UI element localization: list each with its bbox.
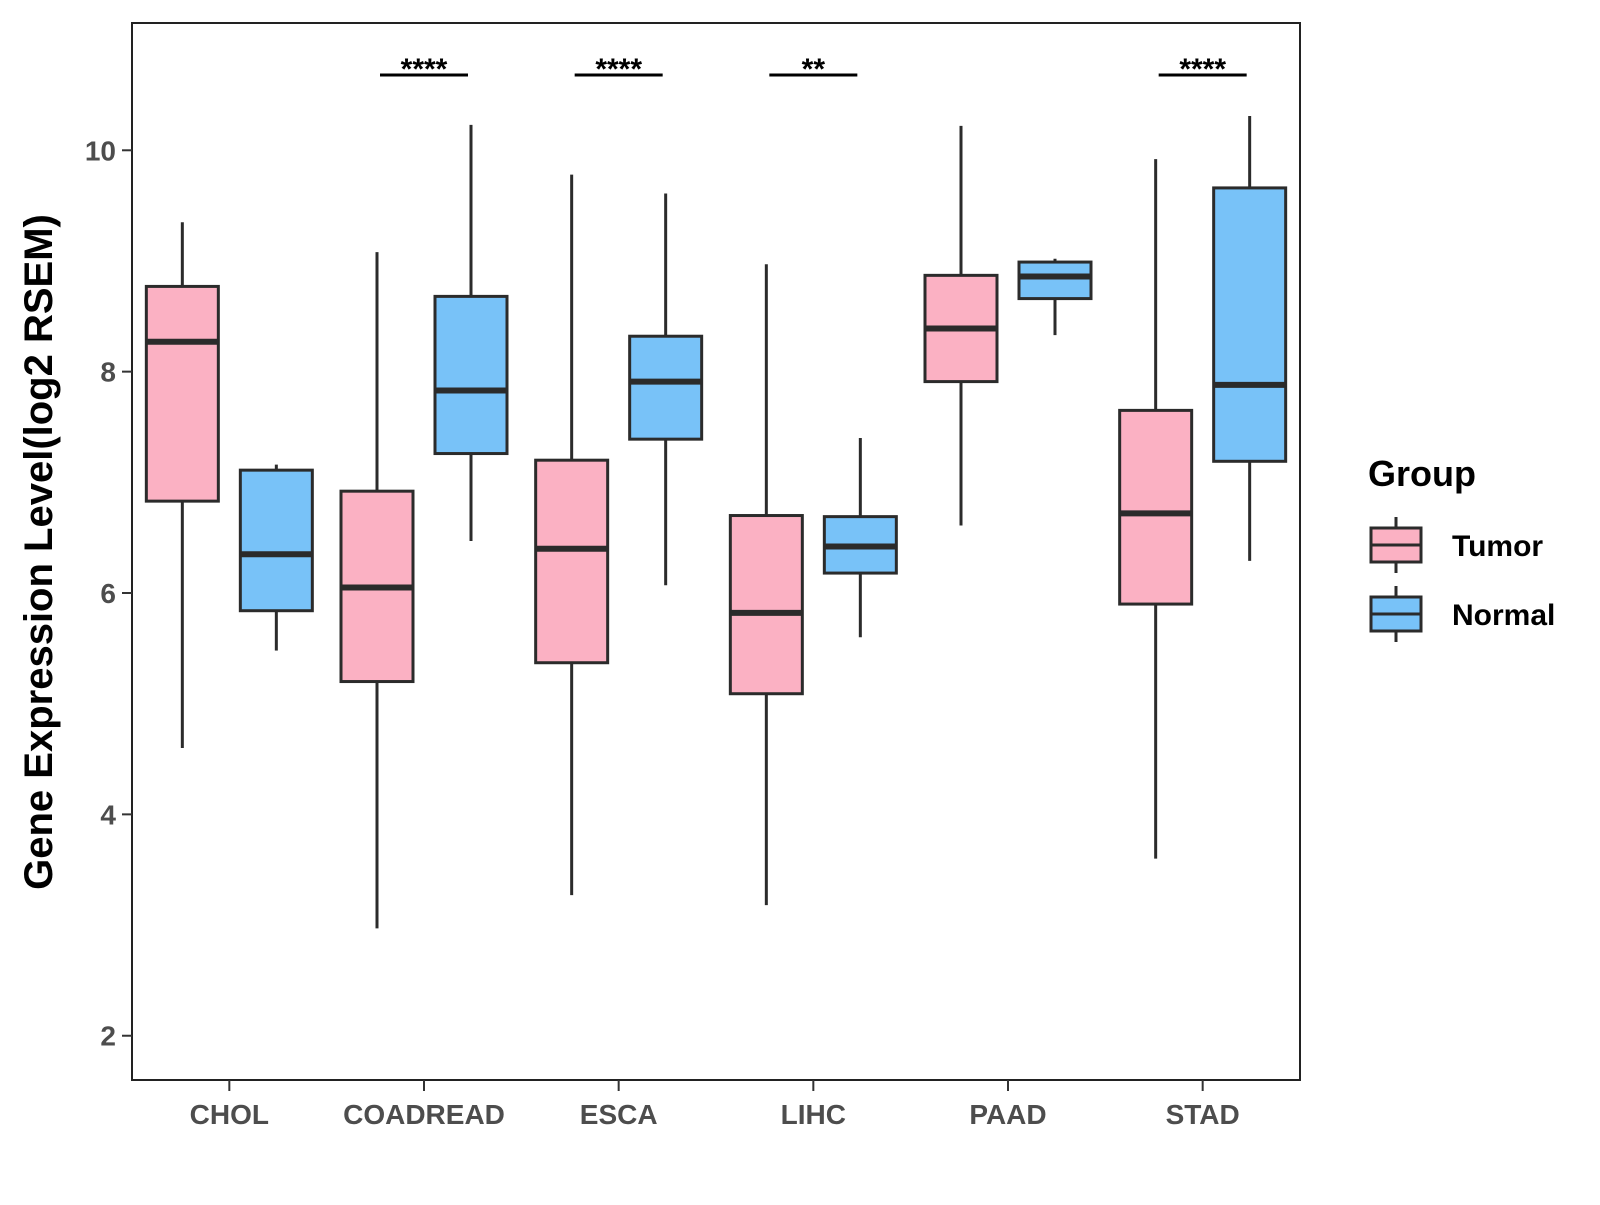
y-axis: 2 4 6 8 10: [85, 135, 132, 1052]
box-layer: [144, 115, 1288, 929]
box-body-tumor-lihc: [728, 514, 804, 696]
box-body-tumor-esca: [534, 458, 610, 665]
box-normal-coadread: [433, 124, 509, 541]
box-tumor-paad: [923, 125, 999, 526]
y-tick-label-10: 10: [85, 135, 116, 166]
box-normal-esca: [628, 193, 704, 586]
x-tick-label-esca: ESCA: [580, 1099, 658, 1130]
legend-label-normal: Normal: [1452, 599, 1555, 632]
plot-panel-border: [131, 22, 1301, 1081]
box-tumor-lihc: [728, 264, 804, 906]
box-body-normal-esca: [628, 334, 704, 441]
x-tick-label-lihc: LIHC: [781, 1099, 846, 1130]
box-body-tumor-chol: [144, 284, 220, 503]
box-tumor-stad: [1118, 159, 1194, 859]
box-tumor-chol: [144, 222, 220, 748]
y-tick-label-4: 4: [100, 799, 116, 830]
y-tick-label-6: 6: [100, 578, 116, 609]
box-normal-lihc: [822, 438, 898, 638]
box-body-normal-stad: [1212, 186, 1288, 463]
significance-layer: **** **** ** ****: [380, 53, 1247, 86]
box-normal-chol: [238, 464, 314, 651]
box-body-normal-coadread: [433, 294, 509, 456]
y-tick-label-2: 2: [100, 1021, 116, 1052]
y-axis-title: Gene Expression Level(log2 RSEM): [17, 214, 61, 890]
x-tick-label-paad: PAAD: [969, 1099, 1046, 1130]
box-normal-paad: [1017, 258, 1093, 336]
box-normal-stad: [1212, 115, 1288, 561]
box-tumor-coadread: [339, 252, 415, 929]
sig-label-lihc: **: [802, 53, 826, 86]
box-tumor-esca: [534, 174, 610, 896]
legend: Group Tumor Normal: [1368, 453, 1555, 642]
sig-label-stad: ****: [1179, 53, 1226, 86]
x-tick-label-chol: CHOL: [190, 1099, 269, 1130]
sig-label-esca: ****: [595, 53, 642, 86]
legend-title: Group: [1368, 453, 1476, 494]
legend-label-tumor: Tumor: [1452, 530, 1543, 563]
y-tick-label-8: 8: [100, 357, 116, 388]
box-body-tumor-stad: [1118, 408, 1194, 606]
sig-label-coadread: ****: [401, 53, 448, 86]
box-body-normal-chol: [238, 468, 314, 613]
x-tick-label-coadread: COADREAD: [343, 1099, 505, 1130]
x-tick-label-stad: STAD: [1166, 1099, 1240, 1130]
box-body-normal-paad: [1017, 260, 1093, 301]
x-axis: CHOL COADREAD ESCA LIHC PAAD STAD: [190, 1080, 1240, 1130]
